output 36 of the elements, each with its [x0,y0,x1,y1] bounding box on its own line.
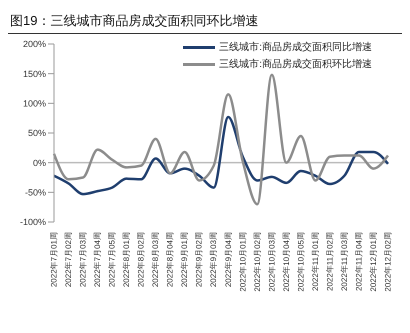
legend-label: 三线城市:商品房成交面积同比增速 [219,40,372,54]
x-tick-label: 2022年7月04周 [93,232,102,288]
x-tick-label: 2022年8月01周 [122,232,132,288]
line-series [52,74,390,206]
x-tick-label: 2022年11月04周 [354,232,364,291]
x-tick-label: 2022年7月03周 [78,232,88,288]
x-tick-label: 2022年7月05周 [108,232,117,288]
x-tick-label: 2022年7月01周 [50,232,58,288]
x-tick-label: 2022年8月03周 [151,232,160,288]
x-tick-label: 2022年12月02周 [384,232,392,292]
x-tick-label: 2022年10月02周 [252,232,262,292]
x-tick-label: 2022年10月01周 [238,232,248,292]
x-tick-label: 2022年8月04周 [166,232,175,288]
x-tick-label: 2022年10月05周 [296,232,306,292]
x-tick-label: 2022年10月04周 [282,232,291,292]
x-tick-label: 2022年11月01周 [310,232,320,291]
x-tick-label: 2022年7月02周 [64,232,74,288]
y-tick-label: -100% [20,217,46,228]
x-tick-label: 2022年9月03周 [209,232,218,288]
y-tick-label: 100% [22,98,46,109]
legend-label: 三线城市:商品房成交面积环比增速 [219,58,372,71]
line-series [52,116,390,196]
y-tick-label: 50% [28,128,46,138]
y-tick-label: -50% [24,188,46,198]
x-tick-label: 2022年9月01周 [180,232,190,288]
x-tick-label: 2022年8月02周 [136,232,146,288]
chart-title: 图19：三线城市商品房成交面积同环比增速 [8,8,402,34]
x-tick-label: 2022年11月02周 [325,232,334,291]
x-tick-label: 2022年12月01周 [368,232,378,292]
x-tick-label: 2022年11月03周 [340,232,349,291]
y-tick-label: 0% [32,158,46,168]
x-tick-label: 2022年9月04周 [224,232,233,288]
y-tick-label: 200% [22,39,46,50]
x-tick-label: 2022年10月03周 [267,232,276,292]
y-tick-label: 150% [22,68,46,79]
x-tick-label: 2022年9月02周 [194,232,204,288]
